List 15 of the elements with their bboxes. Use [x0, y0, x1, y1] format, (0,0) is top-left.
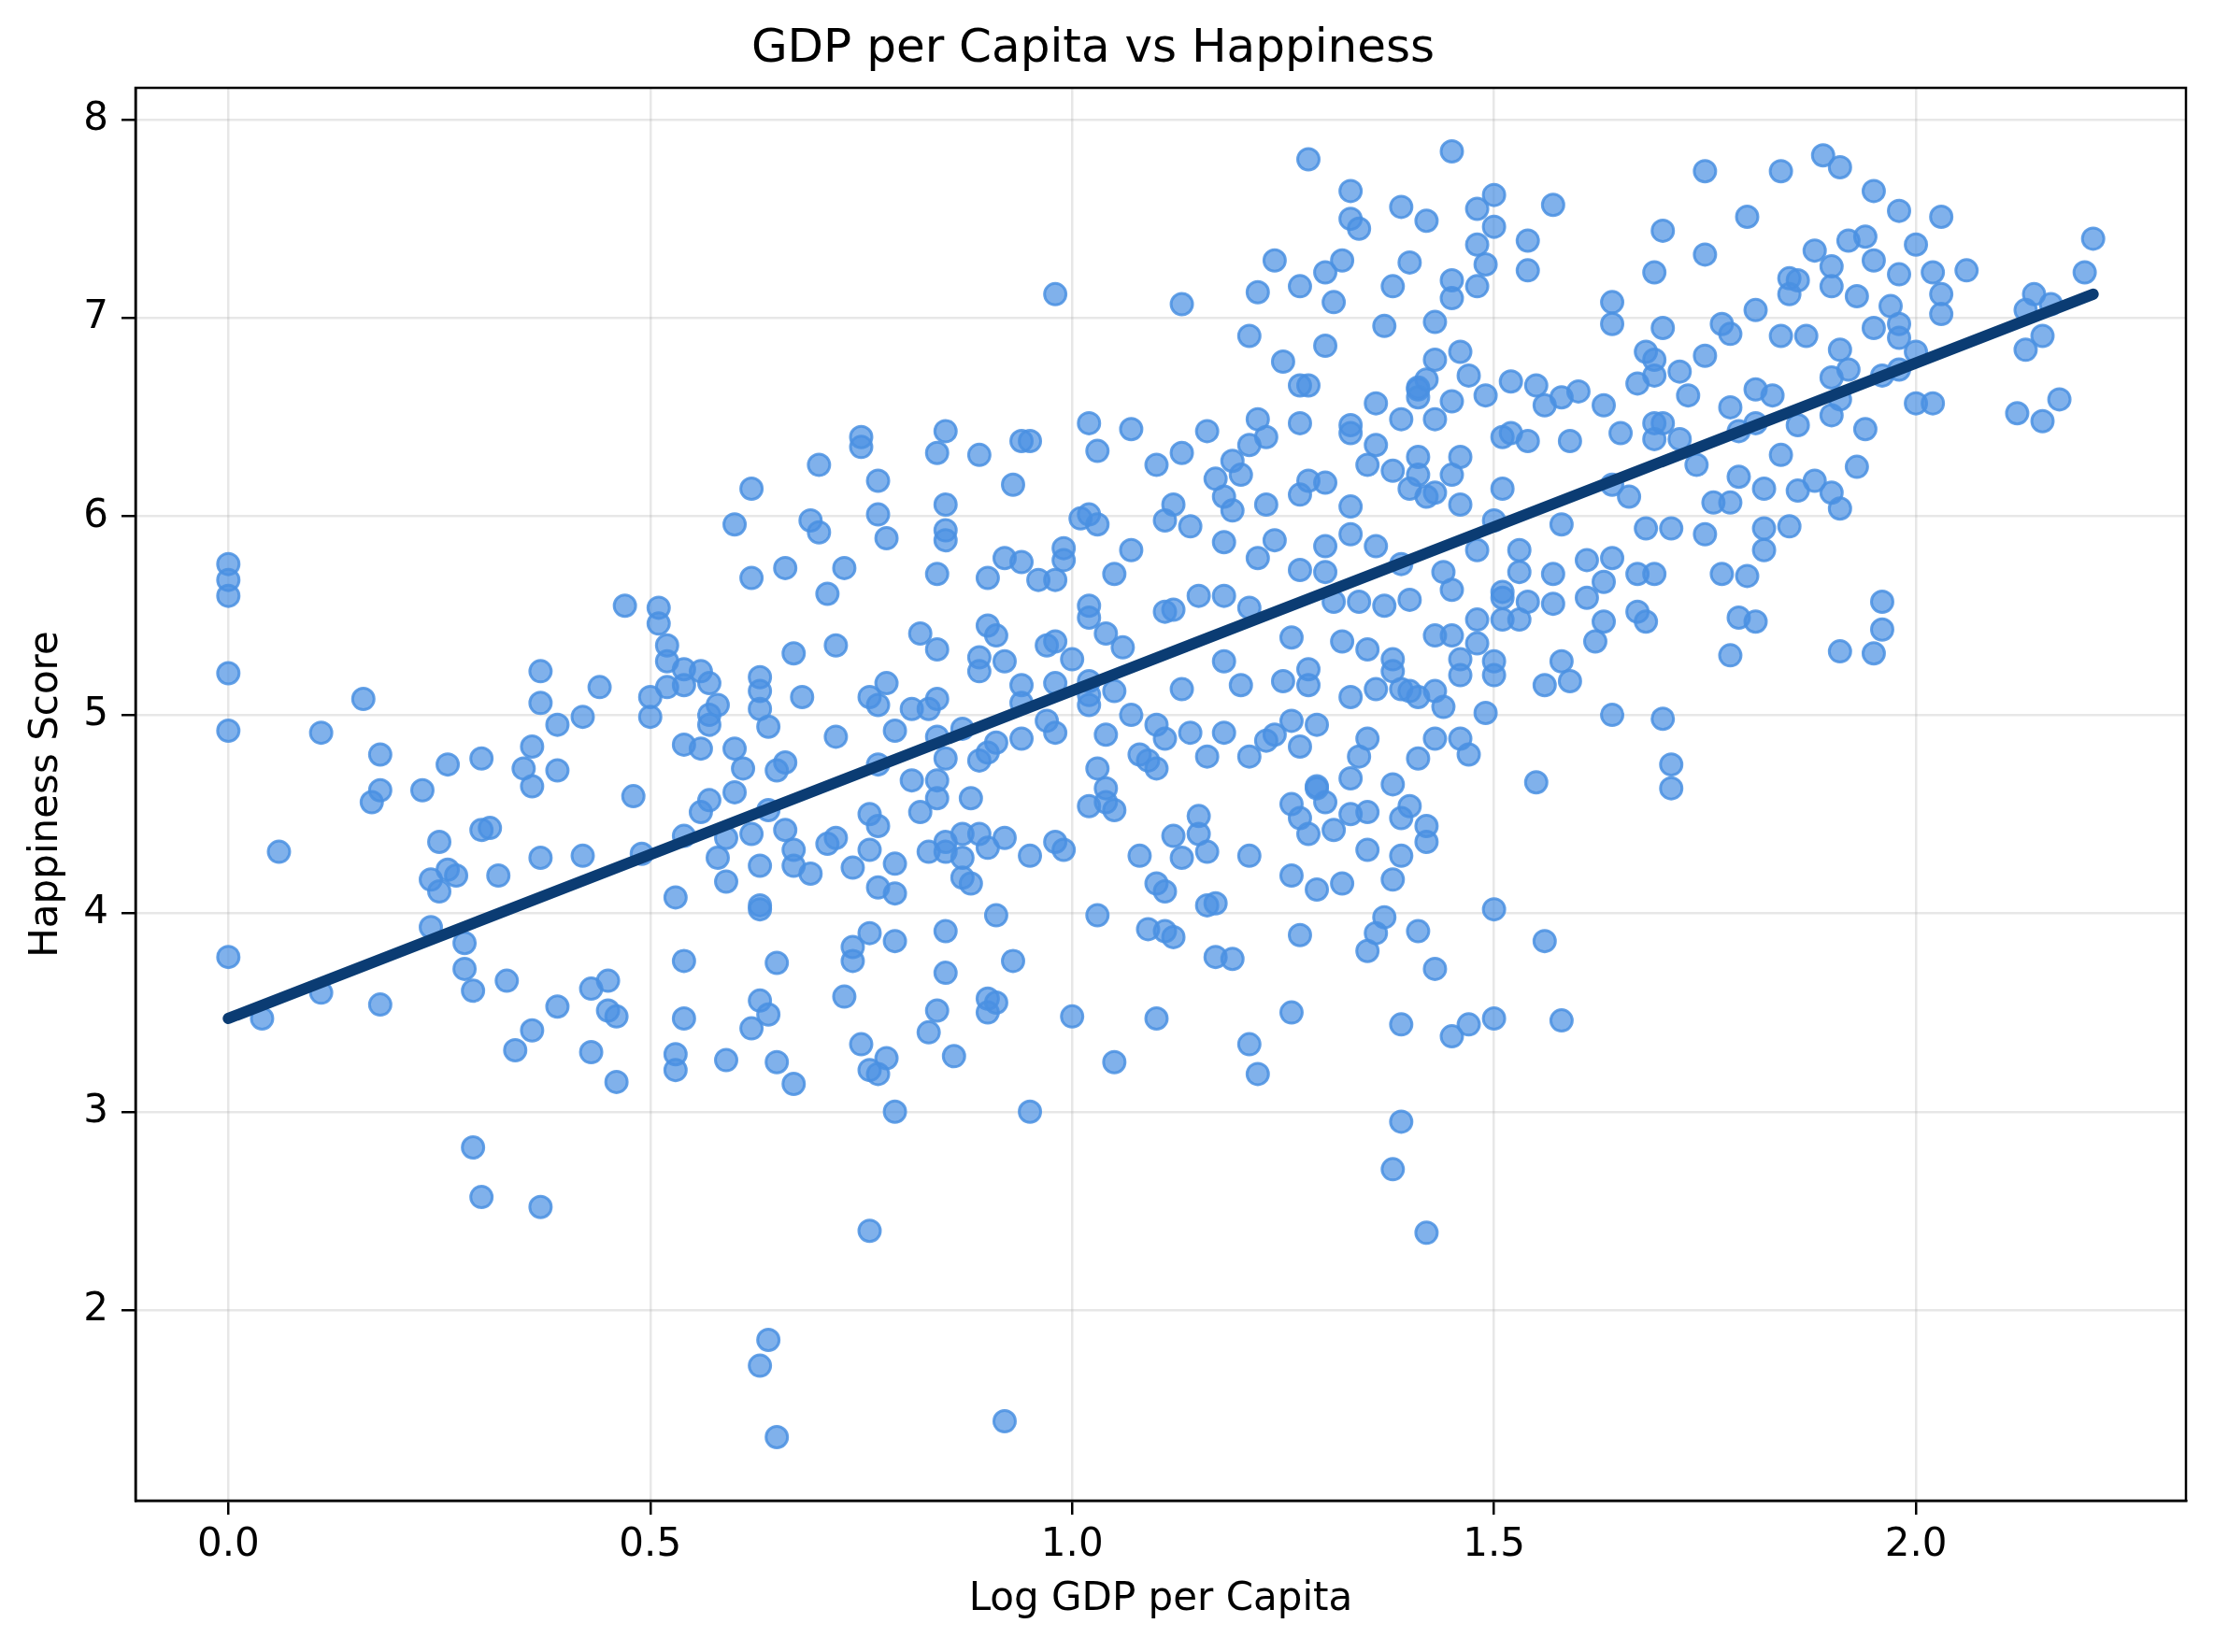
- y-axis-title: Happiness Score: [21, 631, 67, 958]
- y-tick-label: 6: [83, 490, 108, 536]
- y-tick-label: 8: [83, 93, 108, 139]
- x-tick-label: 2.0: [1884, 1519, 1948, 1566]
- y-tick-label: 5: [83, 688, 108, 734]
- y-tick-label: 3: [83, 1085, 108, 1132]
- x-tick-label: 0.0: [196, 1519, 260, 1566]
- x-tick-label: 0.5: [619, 1519, 682, 1566]
- y-tick-label: 7: [83, 292, 108, 338]
- chart-title: GDP per Capita vs Happiness: [750, 18, 1436, 73]
- x-tick-label: 1.0: [1040, 1519, 1104, 1566]
- y-tick-label: 2: [83, 1284, 108, 1331]
- y-tick-label: 4: [83, 887, 108, 933]
- x-axis-title: Log GDP per Capita: [968, 1573, 1353, 1619]
- x-tick-label: 1.5: [1463, 1519, 1526, 1566]
